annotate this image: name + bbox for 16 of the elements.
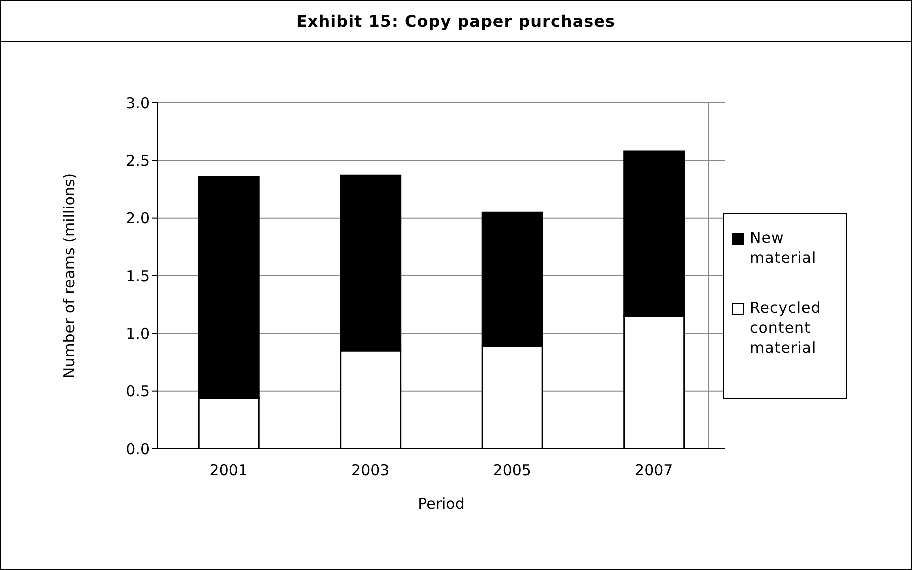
chart-title: Exhibit 15: Copy paper purchases (1, 1, 911, 42)
x-tick-label: 2003 (352, 462, 390, 480)
x-tick-label: 2007 (635, 462, 674, 480)
y-tick-label: 0.0 (126, 440, 150, 458)
y-tick-label: 2.0 (126, 210, 150, 228)
x-tick-label: 2005 (493, 462, 532, 480)
y-tick-label: 0.5 (126, 382, 150, 401)
y-tick-label: 3.0 (126, 94, 150, 112)
x-axis-title: Period (418, 495, 465, 513)
legend-label: Recycled content material (750, 298, 822, 358)
y-tick-label: 1.0 (126, 324, 150, 343)
y-tick-label: 1.5 (126, 267, 150, 286)
x-tick-label: 2001 (210, 462, 248, 480)
y-axis-title: Number of reams (millions) (60, 173, 78, 379)
legend-label: New material (750, 228, 818, 268)
y-tick-label: 2.5 (126, 152, 150, 170)
